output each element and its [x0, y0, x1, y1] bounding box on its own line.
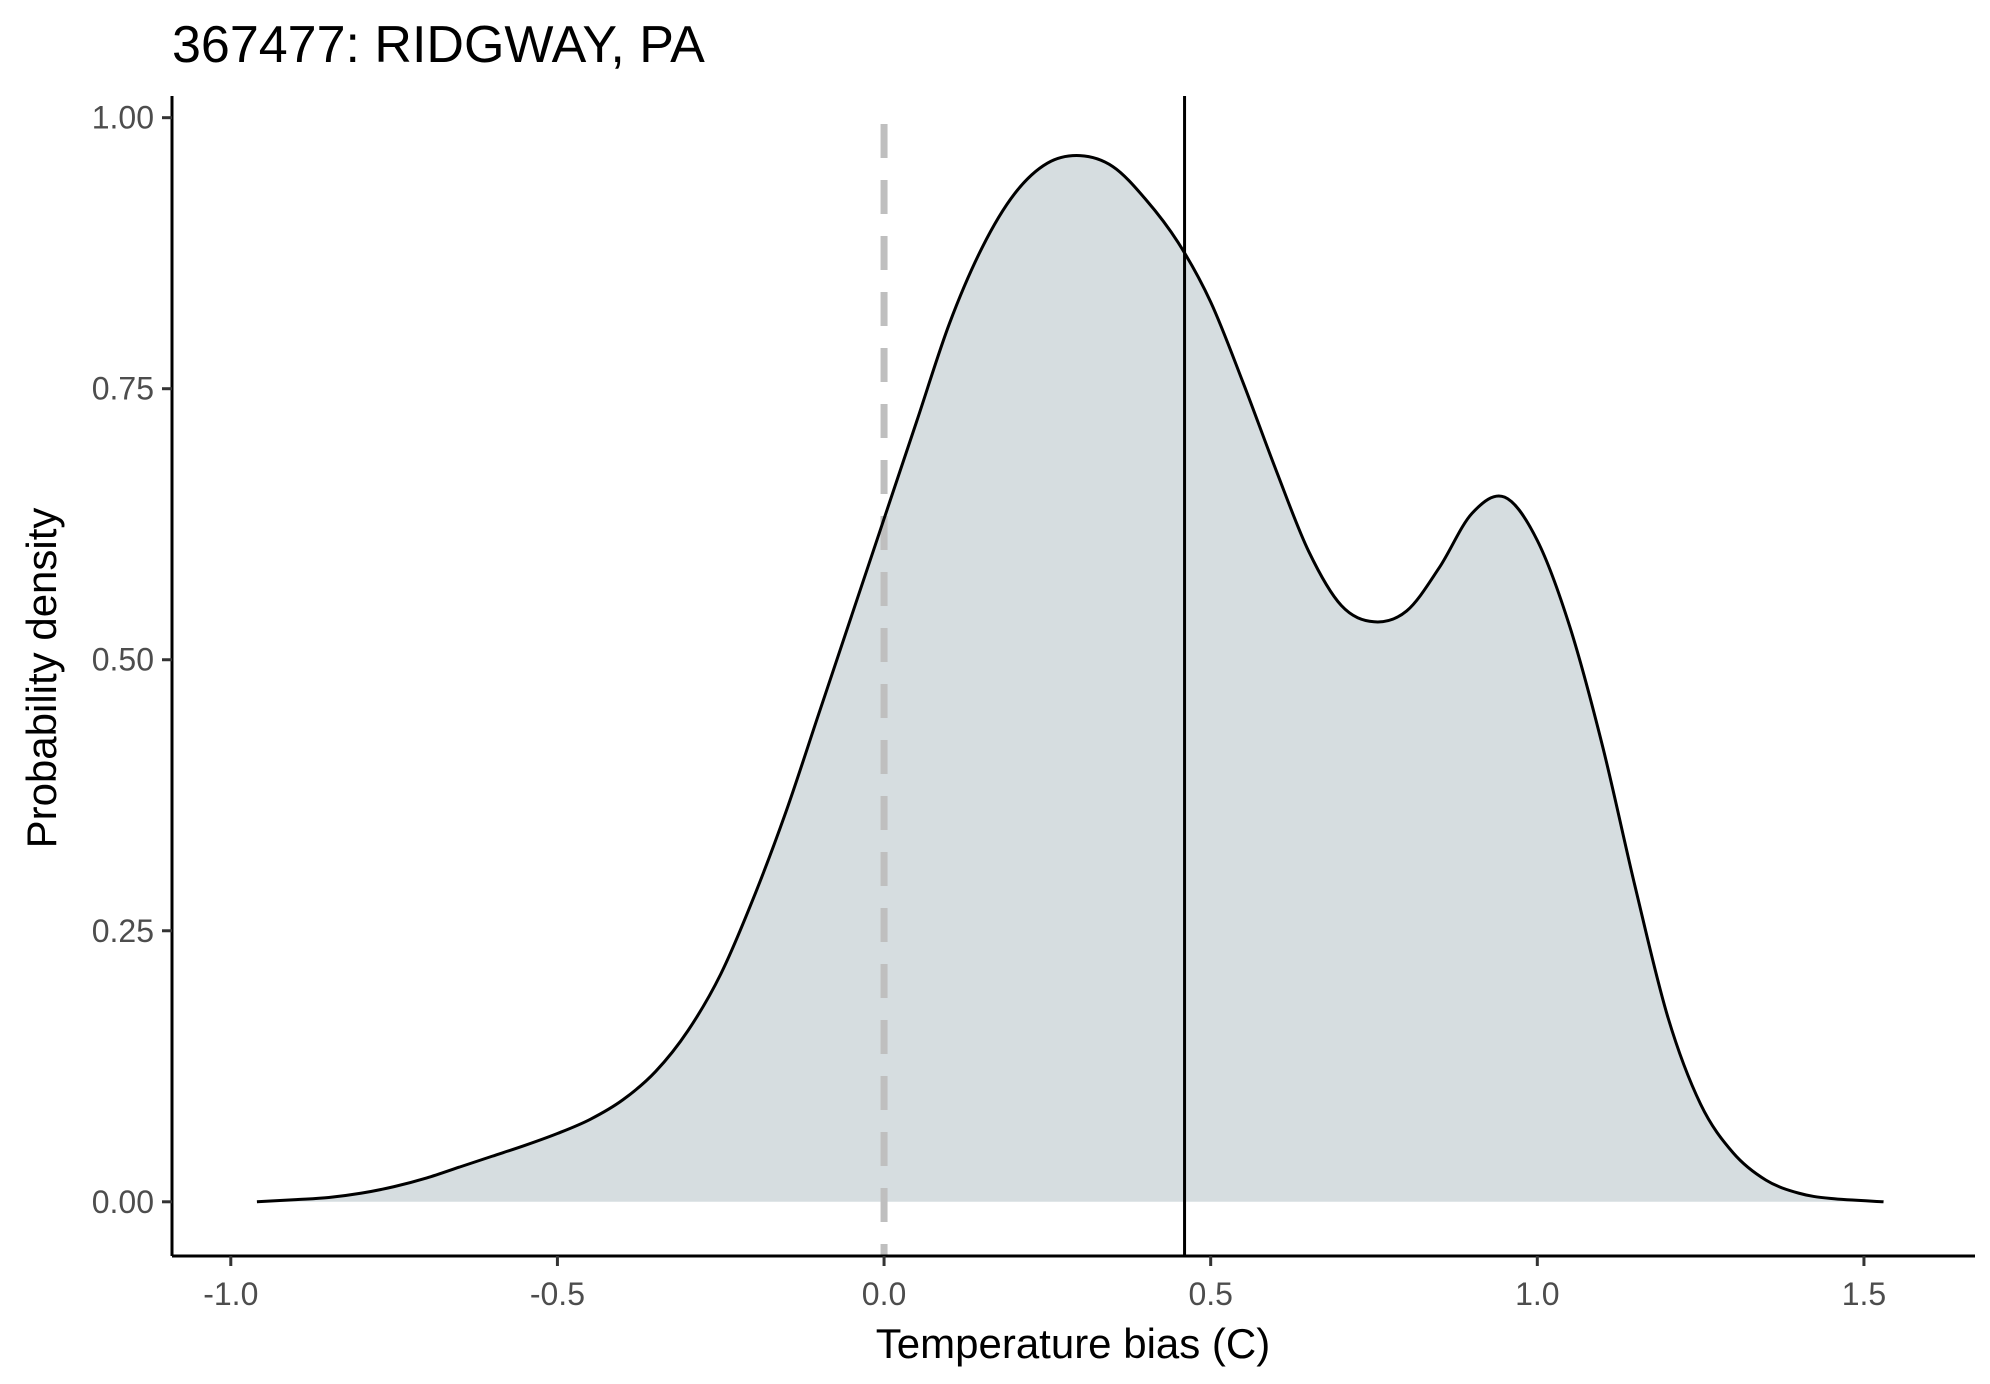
y-tick-label: 0.25 — [92, 913, 154, 949]
x-tick-label: 1.5 — [1842, 1276, 1886, 1312]
x-tick-label: -0.5 — [530, 1276, 585, 1312]
y-tick-label: 0.00 — [92, 1184, 154, 1220]
x-ticks: -1.0 -0.5 0.0 0.5 1.0 1.5 — [203, 1256, 1886, 1312]
y-tick-label: 1.00 — [92, 100, 154, 136]
y-ticks: 0.00 0.25 0.50 0.75 1.00 — [92, 100, 172, 1220]
y-tick-label: 0.75 — [92, 371, 154, 407]
density-line — [256, 154, 1884, 1204]
x-axis-title: Temperature bias (C) — [876, 1320, 1270, 1367]
y-axis-title: Probability density — [18, 508, 65, 849]
y-tick-label: 0.50 — [92, 642, 154, 678]
plot-area — [256, 96, 1884, 1256]
chart-title: 367477: RIDGWAY, PA — [172, 16, 705, 74]
x-tick-label: 1.0 — [1515, 1276, 1559, 1312]
density-area — [256, 155, 1884, 1202]
x-tick-label: 0.0 — [862, 1276, 906, 1312]
x-tick-label: -1.0 — [203, 1276, 258, 1312]
axes: 0.00 0.25 0.50 0.75 1.00 -1.0 -0.5 0.0 0.5 1.0 1.… — [92, 96, 1975, 1312]
x-tick-label: 0.5 — [1188, 1276, 1232, 1312]
